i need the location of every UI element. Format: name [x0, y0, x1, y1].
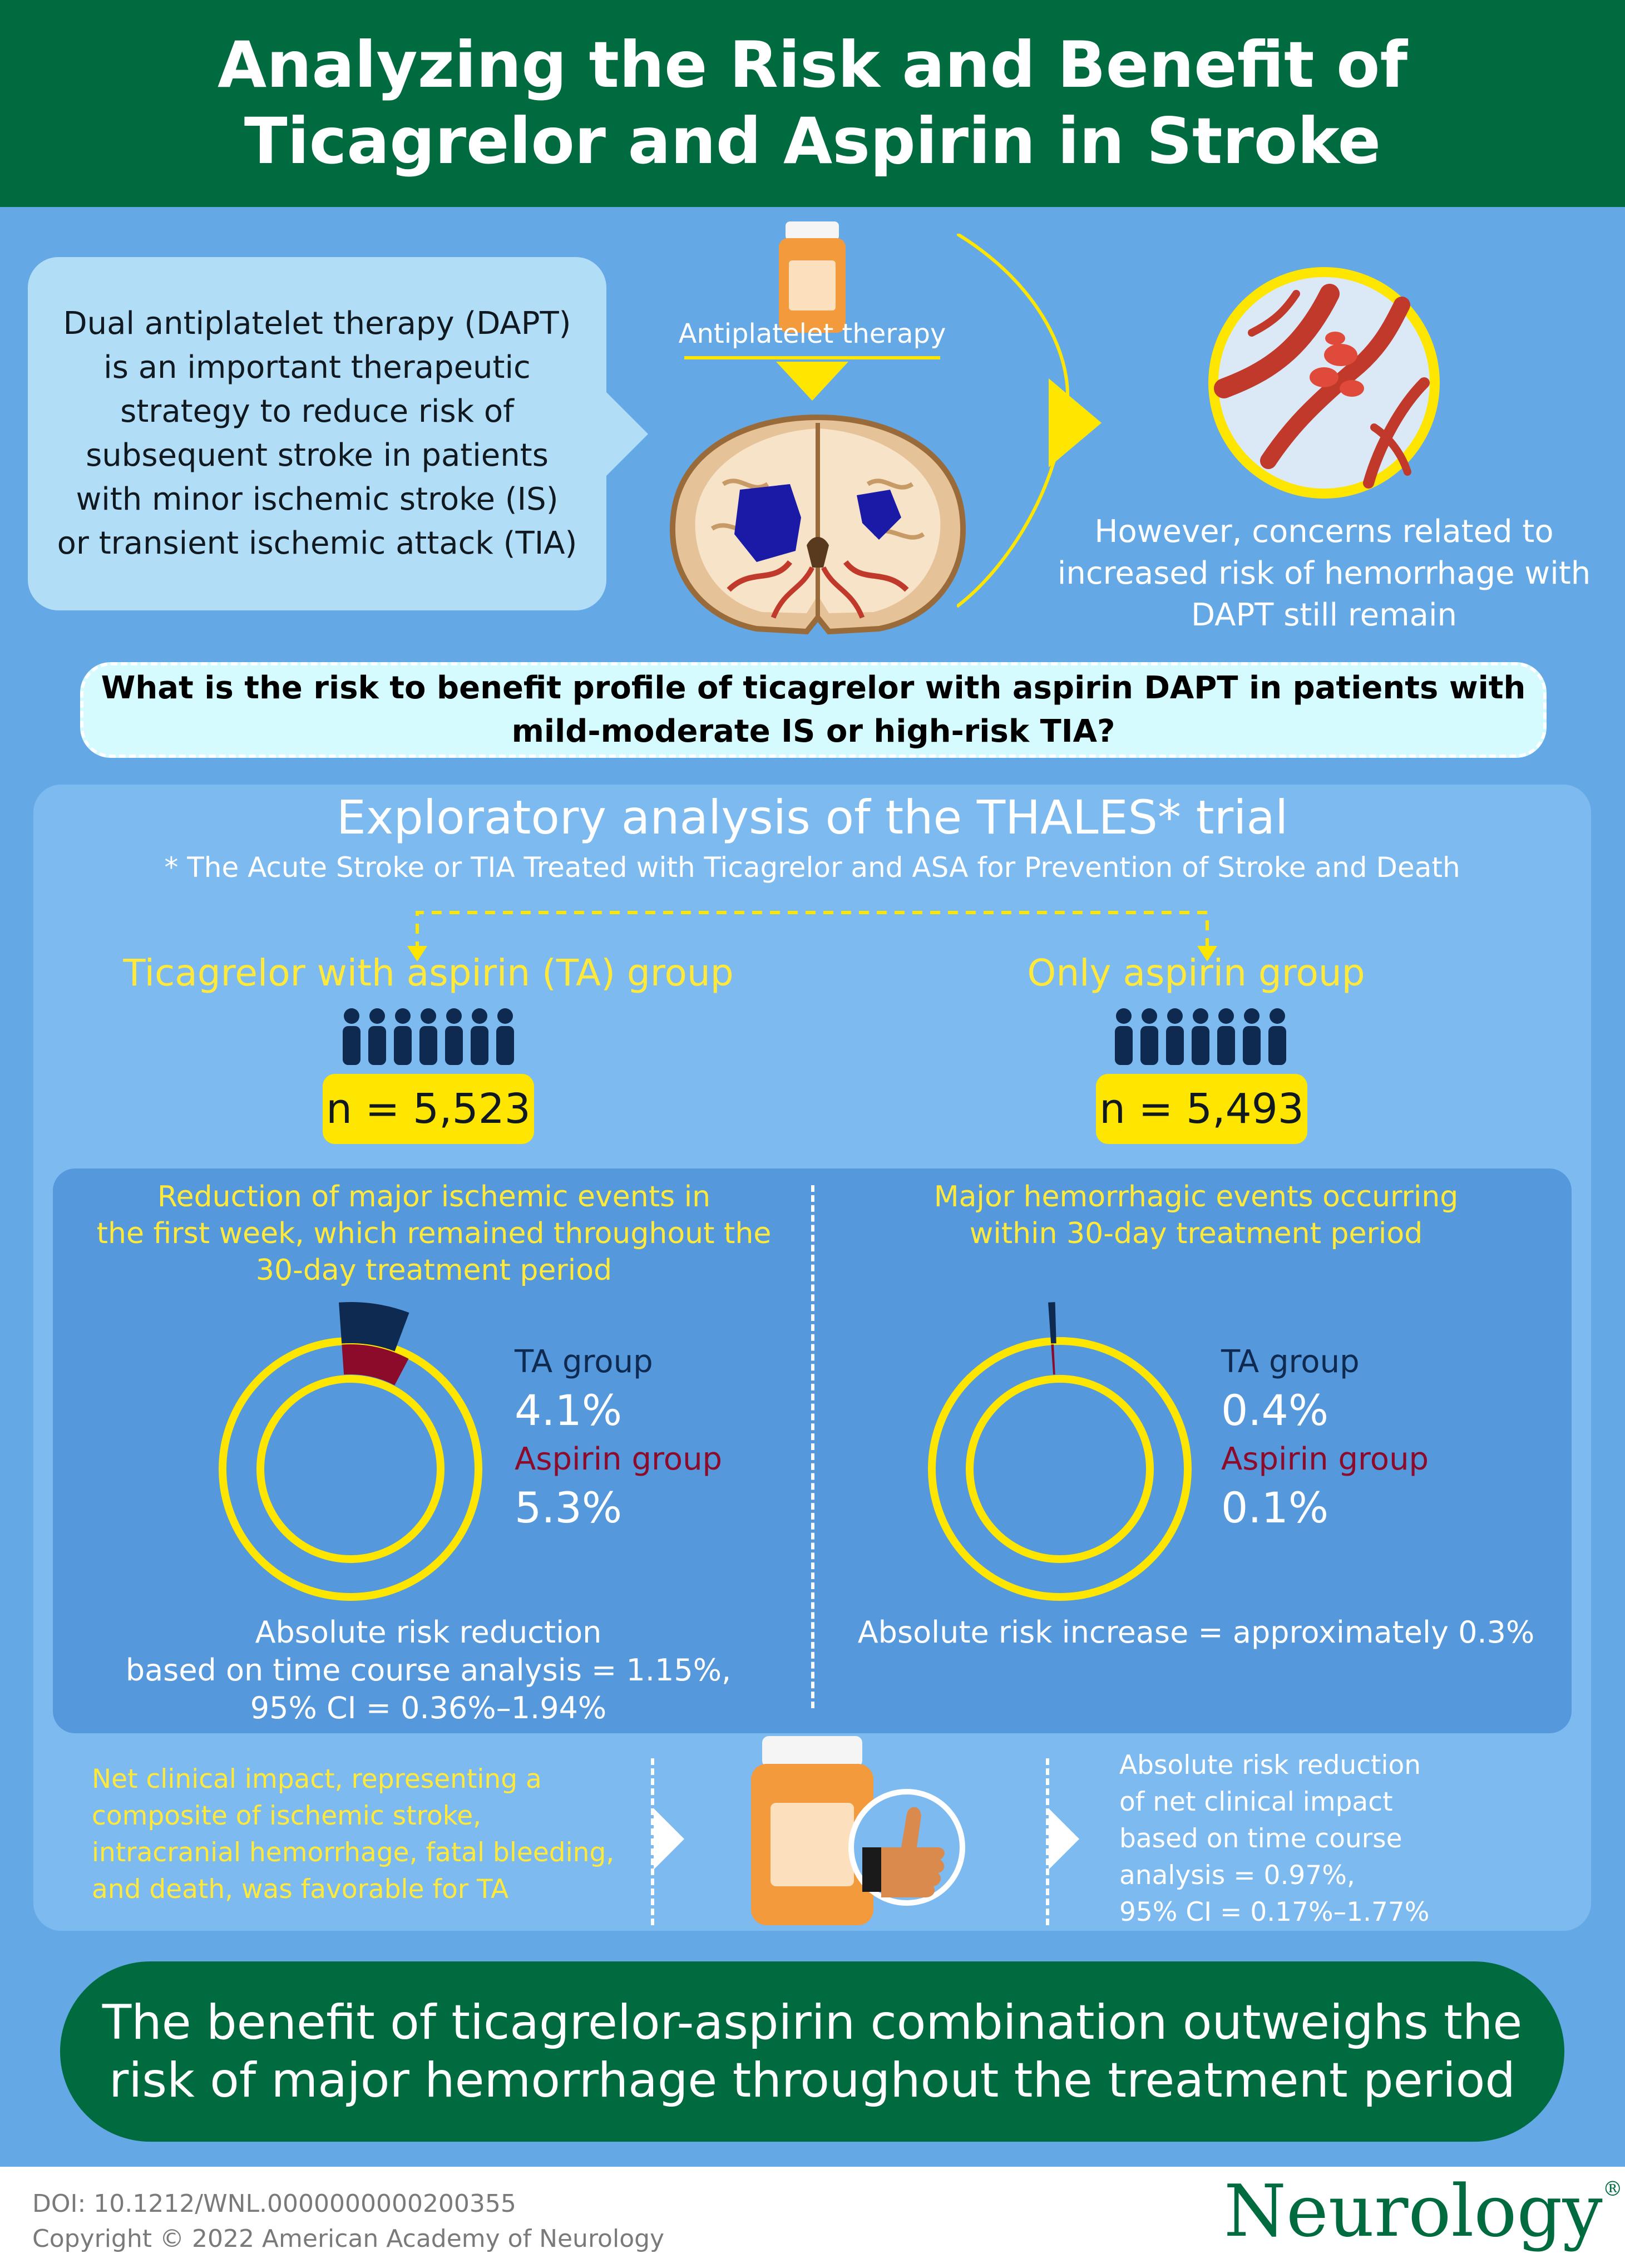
hemorrhagic-summary: Absolute risk increase = approximately 0… [829, 1614, 1563, 1651]
dapt-line: or transient ischemic attack (TIA) [57, 525, 577, 561]
down-arrow-icon [776, 362, 848, 401]
ischemic-summary-line: Absolute risk reduction [255, 1615, 602, 1650]
net-result-line: Absolute risk reduction [1119, 1750, 1421, 1781]
curved-arc-arrow-icon [957, 234, 1102, 608]
ischemic-ring-chart [219, 1302, 482, 1601]
conclusion-line-1: The benefit of ticagrelor-aspirin combin… [102, 1995, 1523, 2050]
concern-line: However, concerns related to [1094, 514, 1554, 550]
net-impact-line: Net clinical impact, representing a [92, 1764, 542, 1794]
logo-wordmark: Neurology [1224, 2170, 1603, 2253]
hemorrhagic-title-line: Major hemorrhagic events occurring [933, 1180, 1459, 1214]
hemorrhagic-ring-chart [928, 1302, 1192, 1601]
dapt-line: Dual antiplatelet therapy (DAPT) [63, 305, 571, 342]
net-result-line: analysis = 0.97%, [1119, 1860, 1355, 1891]
ischemic-summary-line: 95% CI = 0.36%–1.94% [250, 1690, 607, 1725]
dapt-line: strategy to reduce risk of [120, 393, 514, 430]
header-banner: Analyzing the Risk and Benefit of Ticagr… [0, 0, 1625, 207]
conclusion-banner: The benefit of ticagrelor-aspirin combin… [60, 1961, 1564, 2142]
copyright-text: Copyright © 2022 American Academy of Neu… [32, 2225, 665, 2253]
doi-text: DOI: 10.1212/WNL.0000000000200355 [32, 2190, 516, 2218]
hemorrhagic-aspirin-arc [1051, 1344, 1055, 1375]
ischemic-outcome-title: Reduction of major ischemic events in th… [72, 1179, 796, 1289]
hemorrhagic-ta-arc [1048, 1302, 1056, 1344]
brain-illustration [669, 414, 966, 635]
dapt-speech-bubble: Dual antiplatelet therapy (DAPT) is an i… [28, 257, 606, 610]
hemorrhagic-ta-label: TA group [1221, 1344, 1360, 1380]
net-impact-line: composite of ischemic stroke, [92, 1801, 482, 1831]
ischemic-summary-line: based on time course analysis = 1.15%, [125, 1653, 732, 1688]
net-divider-right [1046, 1758, 1049, 1925]
question-line-1: What is the risk to benefit profile of t… [101, 670, 1526, 706]
analysis-footnote: * The Acute Stroke or TIA Treated with T… [164, 851, 1460, 884]
dapt-line: subsequent stroke in patients [86, 437, 549, 474]
pill-bottle-icon [779, 221, 846, 333]
ta-group-label: Ticagrelor with aspirin (TA) group [123, 951, 734, 994]
antiplatelet-label: Antiplatelet therapy [678, 318, 946, 349]
ta-people-icon [343, 1008, 514, 1065]
dapt-line: is an important therapeutic [103, 349, 531, 386]
hemorrhage-illustration [1208, 267, 1440, 499]
ischemic-aspirin-value: 5.3% [515, 1483, 623, 1532]
research-question-box: What is the risk to benefit profile of t… [80, 662, 1547, 758]
ischemic-title-line: 30-day treatment period [255, 1254, 613, 1287]
neurology-logo: Neurology® [1224, 2170, 1623, 2254]
bottle-thumbs-up-icon [751, 1736, 965, 1925]
outcomes-divider [811, 1185, 814, 1708]
concern-line: DAPT still remain [1191, 597, 1457, 633]
aspirin-n-badge: n = 5,493 [1096, 1074, 1307, 1144]
ischemic-title-line: the first week, which remained throughou… [96, 1217, 772, 1250]
ta-n-badge: n = 5,523 [323, 1074, 534, 1144]
net-divider-left [651, 1758, 654, 1925]
aspirin-people-icon [1115, 1008, 1286, 1065]
net-impact-line: intracranial hemorrhage, fatal bleeding, [92, 1837, 615, 1868]
ischemic-aspirin-arc [342, 1344, 409, 1386]
net-result-line: 95% CI = 0.17%–1.77% [1119, 1897, 1430, 1927]
hemorrhagic-outcome-title: Major hemorrhagic events occurring withi… [834, 1179, 1558, 1252]
question-line-2: mild-moderate IS or high-risk TIA? [511, 713, 1115, 750]
net-impact-line: and death, was favorable for TA [92, 1874, 509, 1905]
ischemic-aspirin-label: Aspirin group [515, 1441, 723, 1477]
net-impact-text: Net clinical impact, representing a comp… [92, 1761, 659, 1908]
hemorrhagic-summary-line: Absolute risk increase = approximately 0… [857, 1615, 1535, 1650]
ischemic-summary: Absolute risk reduction based on time co… [72, 1614, 784, 1727]
chevron-right-icon [654, 1808, 684, 1870]
chevron-right-icon [1049, 1808, 1079, 1870]
ischemic-ta-label: TA group [515, 1344, 653, 1380]
concern-text: However, concerns related to increased r… [1035, 511, 1613, 636]
conclusion-line-2: risk of major hemorrhage throughout the … [109, 2053, 1515, 2108]
hemorrhagic-ta-value: 0.4% [1221, 1386, 1329, 1435]
aspirin-group-label: Only aspirin group [1027, 951, 1365, 994]
analysis-title: Exploratory analysis of the THALES* tria… [336, 790, 1288, 845]
dapt-line: with minor ischemic stroke (IS) [76, 481, 559, 517]
ischemic-ta-arc [339, 1302, 409, 1352]
hemorrhagic-title-line: within 30-day treatment period [969, 1217, 1423, 1250]
bubble-pointer-icon [604, 389, 648, 479]
hemorrhagic-aspirin-value: 0.1% [1221, 1483, 1329, 1532]
page-title-line-1: Analyzing the Risk and Benefit of [217, 28, 1408, 102]
ischemic-ta-value: 4.1% [515, 1386, 623, 1435]
antiplatelet-underline [684, 356, 940, 359]
net-impact-result: Absolute risk reduction of net clinical … [1119, 1747, 1542, 1931]
group-split-connector [407, 911, 1217, 962]
hemorrhagic-aspirin-label: Aspirin group [1221, 1441, 1429, 1477]
net-result-line: based on time course [1119, 1823, 1402, 1854]
ischemic-title-line: Reduction of major ischemic events in [157, 1180, 711, 1214]
logo-registered-mark: ® [1602, 2178, 1623, 2201]
concern-line: increased risk of hemorrhage with [1057, 555, 1591, 591]
page-title-line-2: Ticagrelor and Aspirin in Stroke [244, 104, 1381, 178]
net-result-line: of net clinical impact [1119, 1787, 1393, 1817]
